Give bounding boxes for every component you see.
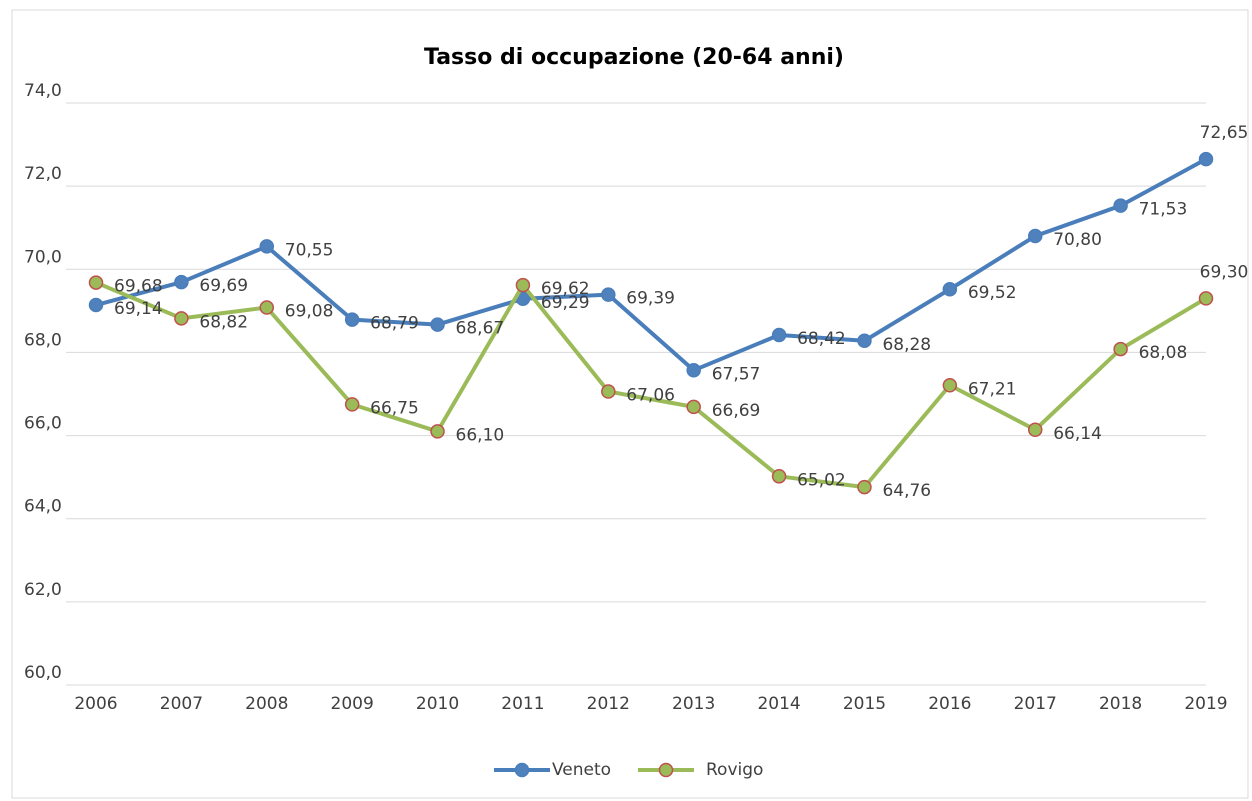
data-label: 69,39 (626, 289, 675, 309)
x-tick-label: 2016 (928, 694, 971, 714)
data-label: 69,14 (114, 299, 163, 319)
data-point (1198, 151, 1214, 167)
chart-border (11, 9, 1249, 799)
data-label: 65,02 (797, 470, 846, 490)
series-line (95, 157, 1207, 373)
y-tick-label: 68,0 (24, 330, 62, 350)
data-point (601, 384, 616, 399)
data-point (430, 424, 445, 439)
data-point (1027, 422, 1043, 438)
data-label: 66,14 (1053, 424, 1102, 444)
x-tick-label: 2009 (331, 694, 374, 714)
legend-marker (658, 762, 674, 778)
x-tick-label: 2015 (843, 694, 886, 714)
data-point (88, 275, 104, 290)
data-label: 66,69 (712, 401, 761, 421)
data-label: 70,80 (1053, 230, 1102, 250)
x-tick-label: 2010 (416, 694, 459, 714)
data-label: 69,29 (541, 293, 590, 313)
data-point (1198, 291, 1214, 306)
data-label: 64,76 (882, 481, 931, 501)
data-label: 67,57 (712, 364, 761, 384)
y-tick-label: 66,0 (24, 414, 62, 434)
data-label: 71,53 (1139, 200, 1188, 220)
data-label: 67,21 (968, 379, 1017, 399)
data-point (1113, 198, 1128, 213)
data-point (1027, 228, 1043, 244)
data-label: 68,42 (797, 329, 846, 349)
legend-label: Veneto (552, 760, 611, 780)
data-label: 69,08 (285, 302, 334, 322)
data-point (686, 363, 701, 378)
x-tick-label: 2019 (1184, 694, 1227, 714)
data-label: 68,08 (1139, 343, 1188, 363)
y-tick-label: 74,0 (24, 81, 62, 101)
data-label: 69,30 (1200, 262, 1249, 282)
data-point (771, 469, 787, 484)
chart-title: Tasso di occupazione (20-64 anni) (424, 45, 844, 70)
data-point (771, 327, 787, 343)
data-label: 70,55 (285, 240, 334, 260)
data-label: 72,65 (1200, 123, 1249, 143)
data-label: 69,68 (114, 277, 163, 297)
data-point (174, 311, 189, 326)
data-point (942, 378, 958, 393)
x-tick-label: 2018 (1099, 694, 1142, 714)
data-label: 66,10 (456, 425, 505, 445)
data-label: 68,79 (370, 314, 419, 334)
y-tick-label: 60,0 (24, 663, 62, 683)
x-tick-label: 2013 (672, 694, 715, 714)
x-tick-label: 2014 (757, 694, 800, 714)
data-point (1113, 341, 1128, 357)
data-label: 68,82 (199, 312, 248, 332)
y-tick-label: 64,0 (24, 497, 62, 517)
data-label: 66,75 (370, 398, 419, 418)
data-label: 67,06 (626, 386, 675, 406)
data-label: 69,69 (199, 276, 248, 296)
data-point (601, 287, 616, 302)
x-tick-label: 2007 (160, 694, 203, 714)
data-point (430, 317, 445, 332)
y-tick-label: 72,0 (24, 164, 62, 184)
data-point (857, 333, 872, 349)
data-point (174, 274, 189, 290)
data-label: 68,67 (456, 319, 505, 339)
data-label: 69,52 (968, 283, 1017, 303)
data-point (857, 479, 872, 495)
x-tick-label: 2017 (1014, 694, 1057, 714)
data-point (942, 281, 958, 297)
legend-label: Rovigo (706, 760, 763, 780)
x-tick-label: 2012 (587, 694, 630, 714)
series-line (95, 280, 1208, 490)
x-tick-label: 2008 (245, 694, 288, 714)
legend-marker (514, 762, 530, 778)
x-tick-label: 2006 (74, 694, 117, 714)
data-point (344, 312, 360, 327)
x-tick-label: 2011 (501, 694, 544, 714)
y-tick-label: 70,0 (24, 247, 62, 267)
data-label: 69,62 (541, 279, 590, 299)
data-label: 68,28 (882, 335, 931, 355)
data-point (515, 277, 531, 293)
y-tick-label: 62,0 (24, 580, 62, 600)
data-point (259, 239, 275, 254)
data-point (344, 397, 360, 412)
data-point (88, 297, 104, 313)
data-point (259, 300, 275, 315)
data-point (686, 399, 701, 415)
